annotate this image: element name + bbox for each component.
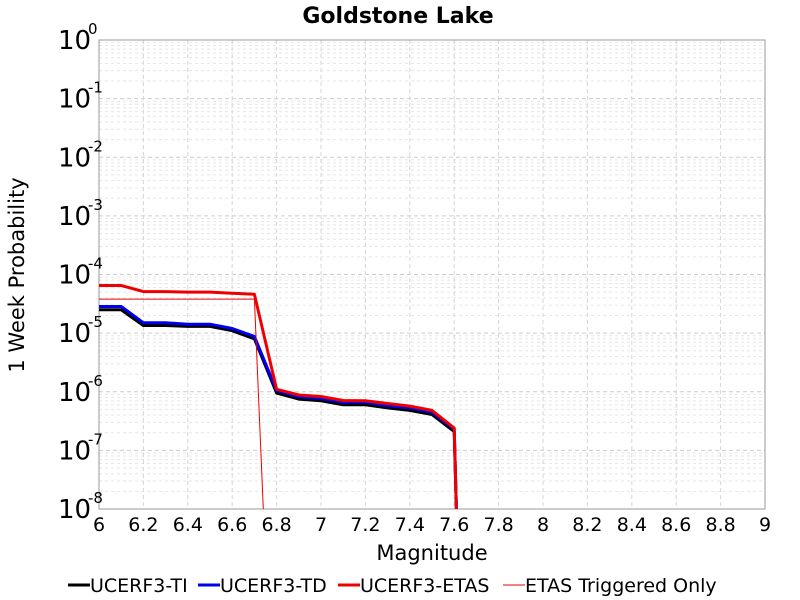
y-tick-exponent: -5 [88,313,103,331]
y-tick-exponent: -3 [88,196,103,214]
x-tick-label: 6.2 [128,514,158,536]
x-tick-label: 8.8 [705,514,735,536]
x-tick-label: 7.6 [439,514,469,536]
y-tick-label: 10-5 [58,313,103,349]
x-tick-label: 7.2 [350,514,380,536]
x-tick-label: 8.6 [661,514,691,536]
y-tick-exponent: -4 [88,255,103,273]
x-tick-label: 6.6 [217,514,247,536]
y-axis-title: 1 Week Probability [5,177,29,372]
y-tick-base: 10 [58,319,91,349]
x-tick-label: 6.4 [173,514,203,536]
y-tick-base: 10 [58,85,91,115]
y-tick-base: 10 [58,261,91,291]
legend-label: UCERF3-TD [220,575,327,597]
grid [98,40,766,509]
y-tick-base: 10 [58,202,91,232]
y-tick-base: 10 [58,143,91,173]
legend-label: ETAS Triggered Only [525,575,717,597]
x-tick-label: 6.8 [261,514,291,536]
x-tick-label: 8.4 [617,514,647,536]
y-tick-label: 10-3 [58,196,103,232]
series-line [99,308,458,510]
y-tick-exponent: 0 [88,20,98,38]
series-line [99,298,264,510]
y-tick-label: 10-4 [58,255,103,291]
x-tick-label: 7 [315,514,327,536]
x-axis-title: Magnitude [376,541,487,565]
y-tick-label: 10-2 [58,137,103,173]
series-line [99,284,458,510]
chart-title: Goldstone Lake [302,4,493,29]
y-tick-base: 10 [58,26,91,56]
y-tick-exponent: -6 [88,372,103,390]
x-tick-label: 9 [759,514,771,536]
x-axis-ticks: 6 6.2 6.4 6.6 6.8 7 7.2 7.4 7.6 7.8 8 8.2 8.4 8.6 8.8 9 [93,514,771,536]
series-lines [99,284,458,510]
y-tick-label: 10-1 [58,79,103,115]
y-tick-label: 10-7 [58,430,103,466]
y-tick-exponent: -1 [88,79,103,97]
x-tick-label: 8 [537,514,549,536]
legend-label: UCERF3-TI [90,575,188,597]
x-tick-label: 7.4 [395,514,425,536]
y-tick-exponent: -8 [88,489,103,507]
series-line [99,305,458,510]
y-tick-base: 10 [58,436,91,466]
y-tick-label: 100 [58,20,98,56]
x-tick-label: 8.2 [572,514,602,536]
y-tick-base: 10 [58,495,91,525]
legend: UCERF3-TI UCERF3-TD UCERF3-ETAS ETAS Trigge… [68,575,717,597]
x-tick-label: 7.8 [483,514,513,536]
y-tick-exponent: -2 [88,137,103,155]
y-tick-exponent: -7 [88,430,103,448]
y-tick-label: 10-6 [58,372,103,408]
legend-label: UCERF3-ETAS [360,575,489,597]
y-tick-label: 10-8 [58,489,103,525]
x-tick-label: 6 [93,514,105,536]
plot-area-frame [98,39,766,510]
y-tick-base: 10 [58,378,91,408]
